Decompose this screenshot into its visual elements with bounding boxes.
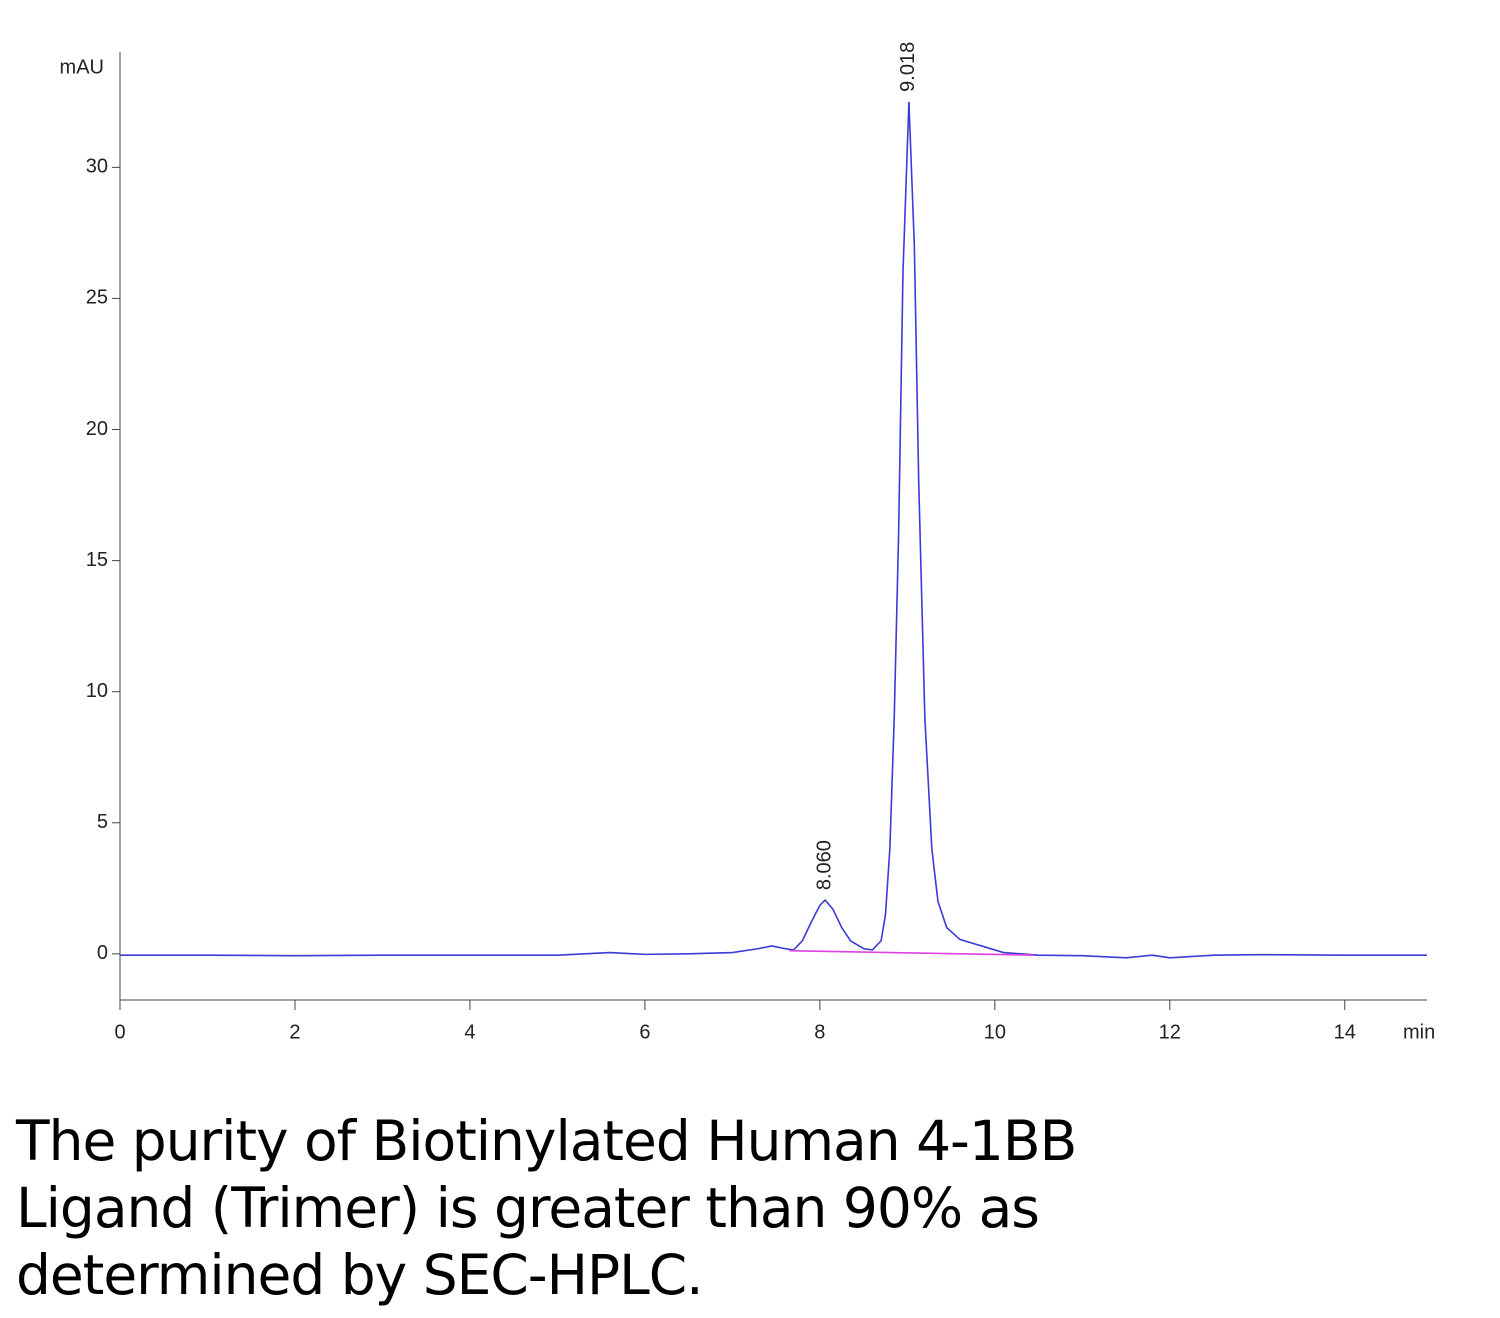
x-tick-label: 12 <box>1159 1021 1181 1043</box>
x-tick-label: 8 <box>814 1021 825 1043</box>
y-axis-label: mAU <box>60 56 104 78</box>
caption-line: Ligand (Trimer) is greater than 90% as <box>16 1176 1040 1240</box>
y-tick-label: 5 <box>97 811 108 833</box>
y-tick-label: 15 <box>86 549 108 571</box>
y-tick-label: 0 <box>97 942 108 964</box>
peak-label: 9.018 <box>897 42 919 92</box>
caption-line: The purity of Biotinylated Human 4-1BB <box>16 1109 1077 1173</box>
chart: mAU min 0 5 10 15 20 25 30 0 2 4 6 8 10 12 14 8.060 9.01… <box>60 42 1436 1044</box>
caption: The purity of Biotinylated Human 4-1BB Li… <box>16 1108 1077 1309</box>
trace <box>120 101 1427 959</box>
y-tick-label: 30 <box>86 156 108 178</box>
caption-line: determined by SEC-HPLC. <box>16 1243 704 1307</box>
x-tick-label: 4 <box>464 1021 475 1043</box>
y-tick-label: 20 <box>86 418 108 440</box>
x-tick-label: 0 <box>114 1021 125 1043</box>
x-tick-label: 10 <box>984 1021 1006 1043</box>
x-axis-label: min <box>1403 1021 1435 1043</box>
y-tick-label: 10 <box>86 680 108 702</box>
x-tick-label: 6 <box>639 1021 650 1043</box>
x-tick-label: 14 <box>1334 1021 1356 1043</box>
peak-label: 8.060 <box>813 840 835 890</box>
x-tick-label: 2 <box>289 1021 300 1043</box>
trace <box>789 949 1035 956</box>
y-tick-label: 25 <box>86 287 108 309</box>
